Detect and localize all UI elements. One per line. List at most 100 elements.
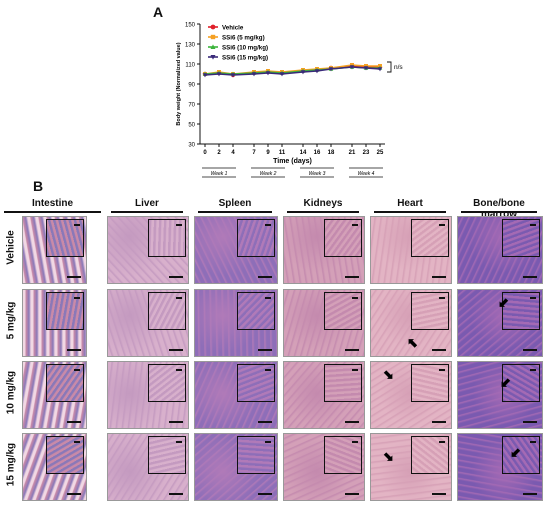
legend-marker: [210, 55, 216, 60]
magnified-inset: [502, 219, 540, 257]
histology-tile: ⬋: [457, 289, 543, 357]
column-header-label: Intestine: [31, 198, 74, 209]
column-header-bone-bone-marrow: Bone/bone marrow: [457, 198, 541, 220]
ns-bracket: [387, 61, 392, 73]
data-point: [202, 73, 208, 78]
y-axis-label: Body weight (Normalized value): [176, 42, 182, 125]
magnified-inset: [502, 292, 540, 330]
inset-scale-bar: [265, 297, 271, 299]
y-tick-label: 30: [188, 143, 195, 149]
magnified-inset: [237, 292, 275, 330]
lesion-arrow-icon: ⬊: [383, 367, 394, 382]
row-label-5-mg-kg: 5 mg/kg: [5, 301, 17, 340]
scale-bar: [523, 276, 537, 278]
column-header-label: Heart: [397, 198, 423, 209]
scale-bar: [258, 276, 272, 278]
week-label: Week 1: [211, 171, 228, 177]
legend-label: Vehicle: [222, 24, 244, 31]
column-header-spleen: Spleen: [194, 198, 276, 213]
scale-bar: [258, 493, 272, 495]
column-header-underline: [461, 211, 537, 213]
scale-bar: [67, 421, 81, 423]
scale-bar: [169, 493, 183, 495]
y-tick-label: 90: [188, 83, 195, 89]
histology-tile: [22, 433, 87, 501]
magnified-inset: [411, 219, 449, 257]
magnified-inset: [411, 292, 449, 330]
inset-scale-bar: [439, 369, 445, 371]
week-label: Week 2: [260, 171, 277, 177]
inset-scale-bar: [74, 224, 80, 226]
data-point: [377, 67, 383, 72]
histology-tile: [283, 361, 365, 429]
data-point: [279, 72, 285, 77]
scale-bar: [345, 276, 359, 278]
row-label-vehicle: Vehicle: [5, 230, 17, 265]
magnified-inset: [237, 219, 275, 257]
histology-tile: [194, 216, 278, 284]
column-header-label: Bone/bone marrow: [473, 198, 525, 220]
inset-scale-bar: [176, 369, 182, 371]
lesion-arrow-icon: ⬋: [498, 295, 509, 310]
lesion-arrow-icon: ⬉: [407, 335, 418, 350]
scale-bar: [345, 349, 359, 351]
legend-label: SSi6 (10 mg/kg): [222, 44, 268, 51]
scale-bar: [523, 349, 537, 351]
body-weight-chart: 30 50 70 90 110 130 150 0 2 4 7 9 11 14 16 18 21 23 25 Body…: [176, 23, 403, 178]
inset-scale-bar: [176, 441, 182, 443]
column-header-label: Spleen: [218, 198, 252, 209]
scale-bar: [258, 421, 272, 423]
scale-bar: [67, 493, 81, 495]
column-header-label: Liver: [135, 198, 159, 209]
histology-tile: [283, 289, 365, 357]
histology-tile: [283, 433, 365, 501]
histology-tile: ⬋: [457, 361, 543, 429]
scale-bar: [523, 493, 537, 495]
magnified-inset: [237, 364, 275, 402]
y-tick-label: 150: [185, 23, 196, 29]
magnified-inset: [324, 219, 362, 257]
week-label: Week 4: [358, 171, 375, 177]
histology-tile: ⬋: [457, 433, 543, 501]
column-header-underline: [374, 211, 446, 213]
histology-tile: ⬊: [370, 361, 452, 429]
inset-scale-bar: [530, 441, 536, 443]
x-tick-label: 18: [328, 150, 335, 156]
magnified-inset: [46, 436, 84, 474]
histology-tile: [457, 216, 543, 284]
y-tick-label: 110: [185, 63, 195, 69]
legend-marker: [210, 44, 216, 49]
scale-bar: [345, 493, 359, 495]
inset-scale-bar: [265, 224, 271, 226]
x-tick-label: 25: [377, 150, 384, 156]
histology-tile: [107, 361, 189, 429]
column-header-underline: [4, 211, 101, 213]
scale-bar: [523, 421, 537, 423]
y-tick-label: 130: [185, 43, 196, 49]
histology-tile: [194, 289, 278, 357]
magnified-inset: [502, 364, 540, 402]
histology-tile: ⬉: [370, 289, 452, 357]
x-tick-label: 23: [363, 150, 370, 156]
column-header-intestine: Intestine: [0, 198, 105, 213]
x-tick-label: 4: [231, 150, 235, 156]
scale-bar: [432, 493, 446, 495]
scale-bar: [169, 349, 183, 351]
x-tick-label: 2: [217, 150, 221, 156]
inset-scale-bar: [265, 369, 271, 371]
scale-bar: [67, 276, 81, 278]
lesion-arrow-icon: ⬊: [383, 449, 394, 464]
data-point: [251, 72, 257, 77]
x-tick-label: 7: [252, 150, 256, 156]
magnified-inset: [148, 292, 186, 330]
lesion-arrow-icon: ⬋: [500, 375, 511, 390]
inset-scale-bar: [74, 441, 80, 443]
inset-scale-bar: [74, 297, 80, 299]
magnified-inset: [324, 292, 362, 330]
week-label: Week 3: [309, 171, 326, 177]
column-header-heart: Heart: [370, 198, 450, 213]
series-line-3: [204, 66, 381, 76]
inset-scale-bar: [439, 224, 445, 226]
inset-scale-bar: [530, 297, 536, 299]
histology-tile: [107, 433, 189, 501]
